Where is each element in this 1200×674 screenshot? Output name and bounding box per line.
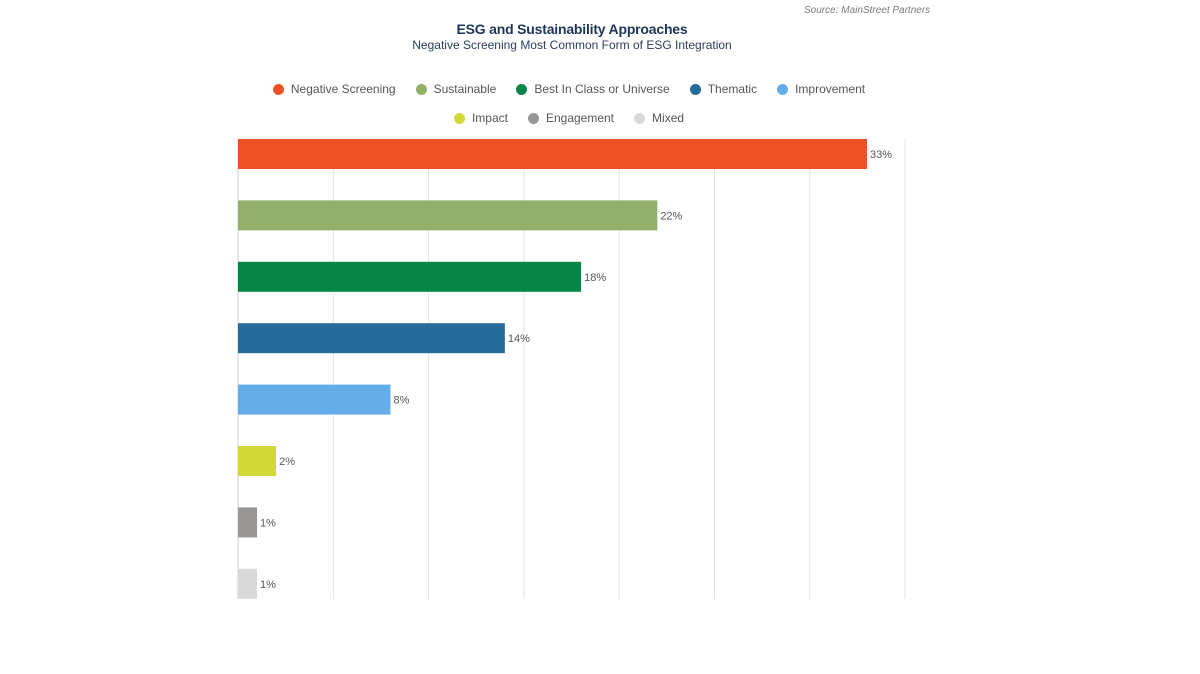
bar-best-in-class-or-universe[interactable]	[238, 261, 582, 292]
legend-label: Best In Class or Universe	[534, 82, 670, 96]
bar-engagement[interactable]	[238, 507, 258, 538]
bar-mixed[interactable]	[238, 568, 258, 599]
data-label-negative-screening: 33%	[870, 149, 892, 161]
legend-row-2: Impact Engagement Mixed	[0, 111, 1138, 125]
bar-negative-screening[interactable]	[238, 139, 867, 169]
legend-swatch	[689, 83, 701, 95]
legend-item-improvement[interactable]: Improvement	[777, 82, 865, 96]
legend-item-impact[interactable]: Impact	[453, 111, 508, 125]
source-note: Source: MainStreet Partners	[804, 5, 931, 16]
legend-label: Thematic	[707, 82, 758, 96]
bar-impact[interactable]	[238, 446, 277, 476]
legend-swatch	[634, 112, 646, 124]
legend-label: Negative Screening	[290, 82, 396, 96]
legend-swatch	[453, 112, 465, 124]
legend-label: Impact	[471, 111, 508, 125]
data-label-engagement: 1%	[260, 517, 276, 529]
data-label-impact: 2%	[279, 456, 295, 468]
chart-title: ESG and Sustainability Approaches	[456, 21, 688, 37]
legend-label: Improvement	[795, 82, 866, 96]
data-label-sustainable: 22%	[660, 210, 682, 222]
legend-label: Mixed	[652, 111, 685, 125]
legend-item-mixed[interactable]: Mixed	[634, 111, 684, 125]
data-label-thematic: 14%	[508, 333, 530, 345]
legend-item-best-in-class-or-universe[interactable]: Best In Class or Universe	[516, 82, 670, 96]
chart-subtitle: Negative Screening Most Common Form of E…	[412, 38, 732, 52]
legend-item-engagement[interactable]: Engagement	[527, 111, 615, 125]
bar-sustainable[interactable]	[238, 200, 658, 231]
data-label-best-in-class-or-universe: 18%	[584, 272, 606, 284]
bar-improvement[interactable]	[238, 384, 391, 415]
legend-swatch	[527, 112, 539, 124]
legend-item-thematic[interactable]: Thematic	[689, 82, 758, 96]
legend-item-negative-screening[interactable]: Negative Screening	[272, 82, 396, 96]
legend-row-1: Negative Screening Sustainable Best In Cla…	[0, 82, 1138, 96]
legend-swatch	[272, 83, 284, 95]
legend-label: Sustainable	[433, 82, 497, 96]
legend-swatch	[415, 83, 427, 95]
legend-label: Engagement	[545, 111, 615, 125]
data-label-mixed: 1%	[260, 579, 276, 591]
data-label-improvement: 8%	[393, 395, 409, 407]
bar-thematic[interactable]	[238, 323, 505, 354]
legend-swatch	[777, 83, 789, 95]
legend-item-sustainable[interactable]: Sustainable	[415, 82, 497, 96]
legend-swatch	[516, 83, 528, 95]
